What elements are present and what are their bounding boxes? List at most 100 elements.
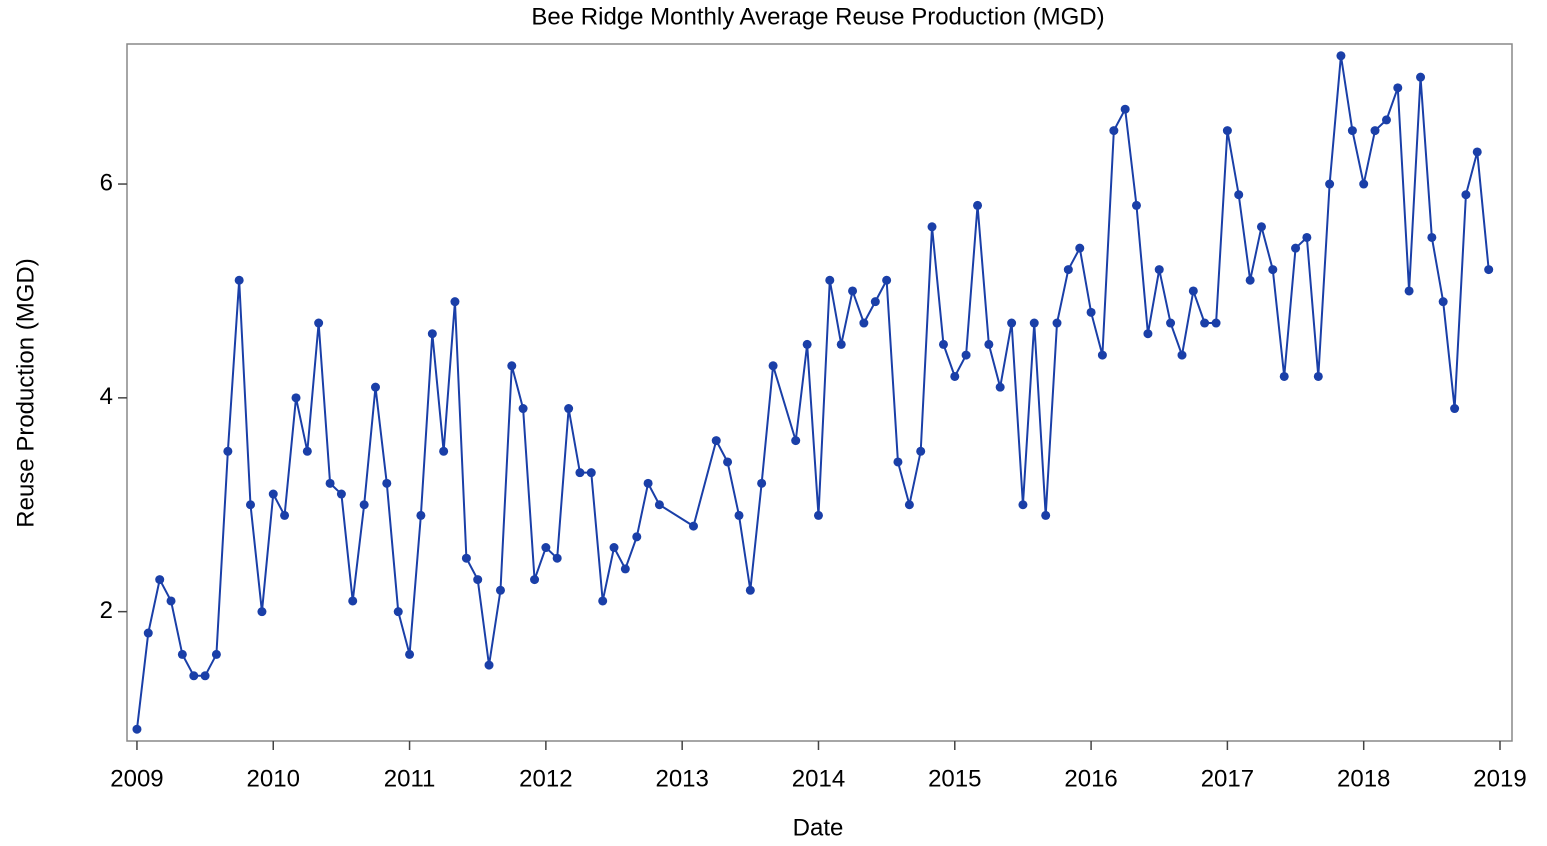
data-point bbox=[1222, 126, 1232, 136]
data-point bbox=[541, 543, 551, 553]
data-line bbox=[135, 55, 1490, 730]
data-point bbox=[132, 724, 142, 734]
data-point bbox=[1041, 510, 1051, 520]
data-point bbox=[1143, 329, 1153, 339]
data-point bbox=[1427, 232, 1437, 242]
data-point bbox=[439, 446, 449, 456]
data-point bbox=[1109, 126, 1119, 136]
data-point bbox=[575, 468, 585, 478]
data-point bbox=[1256, 222, 1266, 232]
data-point bbox=[688, 521, 698, 531]
data-point bbox=[1325, 179, 1335, 189]
data-point bbox=[734, 510, 744, 520]
data-point bbox=[302, 446, 312, 456]
data-point bbox=[1086, 307, 1096, 317]
data-point bbox=[359, 500, 369, 510]
data-point bbox=[427, 329, 437, 339]
data-point bbox=[393, 607, 403, 617]
x-tick-label: 2017 bbox=[1201, 765, 1254, 792]
data-point bbox=[552, 553, 562, 563]
data-point bbox=[200, 671, 210, 681]
x-tick-label: 2015 bbox=[928, 765, 981, 792]
data-point bbox=[268, 489, 278, 499]
data-point bbox=[938, 339, 948, 349]
data-point bbox=[1381, 115, 1391, 125]
data-point bbox=[961, 350, 971, 360]
data-point bbox=[280, 510, 290, 520]
data-point bbox=[211, 649, 221, 659]
data-point bbox=[530, 575, 540, 585]
data-point bbox=[927, 222, 937, 232]
data-point bbox=[723, 457, 733, 467]
x-tick-label: 2013 bbox=[655, 765, 708, 792]
data-point bbox=[1188, 286, 1198, 296]
data-point bbox=[1120, 104, 1130, 114]
chart-title: Bee Ridge Monthly Average Reuse Producti… bbox=[531, 3, 1104, 30]
data-point bbox=[1166, 318, 1176, 328]
y-axis-label: Reuse Production (MGD) bbox=[12, 258, 39, 527]
data-point bbox=[586, 468, 596, 478]
data-point bbox=[223, 446, 233, 456]
data-point bbox=[461, 553, 471, 563]
x-tick-label: 2012 bbox=[519, 765, 572, 792]
data-point bbox=[484, 660, 494, 670]
data-point bbox=[382, 478, 392, 488]
y-tick-label: 4 bbox=[100, 383, 113, 410]
data-point bbox=[1029, 318, 1039, 328]
data-point bbox=[1347, 126, 1357, 136]
data-point bbox=[757, 478, 767, 488]
data-point bbox=[893, 457, 903, 467]
data-point bbox=[1052, 318, 1062, 328]
data-point bbox=[632, 532, 642, 542]
data-point bbox=[768, 361, 778, 371]
data-point bbox=[813, 510, 823, 520]
data-point bbox=[620, 564, 630, 574]
data-point bbox=[416, 510, 426, 520]
x-tick-label: 2011 bbox=[384, 765, 436, 792]
data-point bbox=[836, 339, 846, 349]
data-point bbox=[473, 575, 483, 585]
data-point bbox=[1211, 318, 1221, 328]
data-point bbox=[1336, 51, 1346, 61]
data-point bbox=[802, 339, 812, 349]
data-point bbox=[234, 275, 244, 285]
data-point bbox=[1404, 286, 1414, 296]
data-point bbox=[711, 436, 721, 446]
data-point bbox=[984, 339, 994, 349]
x-tick-label: 2009 bbox=[110, 765, 163, 792]
data-point bbox=[564, 404, 574, 414]
x-axis-label: Date bbox=[793, 814, 844, 841]
data-point bbox=[291, 393, 301, 403]
data-point bbox=[973, 200, 983, 210]
data-point bbox=[1200, 318, 1210, 328]
data-point bbox=[257, 607, 267, 617]
plot-frame bbox=[126, 43, 1513, 742]
data-point bbox=[1018, 500, 1028, 510]
data-point bbox=[1245, 275, 1255, 285]
data-point bbox=[848, 286, 858, 296]
data-point bbox=[450, 297, 460, 307]
data-point bbox=[791, 436, 801, 446]
data-point bbox=[348, 596, 358, 606]
data-point bbox=[1450, 404, 1460, 414]
data-point bbox=[155, 575, 165, 585]
data-point bbox=[325, 478, 335, 488]
data-point bbox=[1131, 200, 1141, 210]
data-point bbox=[1268, 265, 1278, 275]
data-point bbox=[314, 318, 324, 328]
data-point bbox=[1177, 350, 1187, 360]
data-point bbox=[143, 628, 153, 638]
x-tick-label: 2019 bbox=[1473, 765, 1526, 792]
data-point bbox=[1461, 190, 1471, 200]
data-point bbox=[189, 671, 199, 681]
data-point bbox=[1154, 265, 1164, 275]
data-point bbox=[859, 318, 869, 328]
data-point bbox=[1291, 243, 1301, 253]
data-point bbox=[643, 478, 653, 488]
x-tick-label: 2014 bbox=[792, 765, 845, 792]
data-point bbox=[405, 649, 415, 659]
data-point bbox=[609, 543, 619, 553]
data-point bbox=[1359, 179, 1369, 189]
data-point bbox=[177, 649, 187, 659]
